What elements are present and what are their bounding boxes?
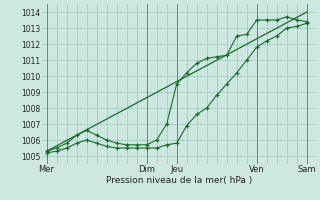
X-axis label: Pression niveau de la mer( hPa ): Pression niveau de la mer( hPa ) (106, 176, 252, 185)
